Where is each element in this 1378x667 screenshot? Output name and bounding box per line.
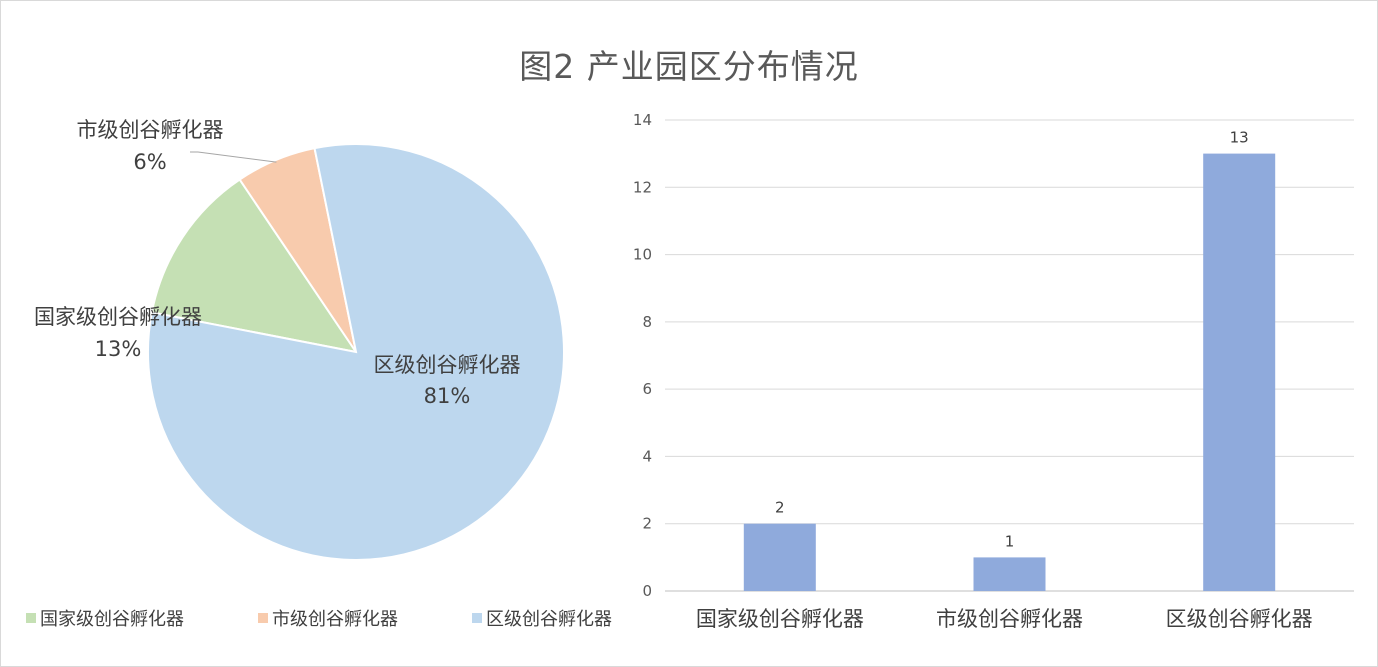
pie-chart: 国家级创谷孵化器 13% 市级创谷孵化器 6% 区级创谷孵化器 81% [34,118,565,561]
y-tick-label: 2 [642,515,652,533]
pie-slice-label: 区级创谷孵化器 [374,353,521,377]
y-tick-label: 6 [642,380,652,398]
bar-data-label: 2 [775,499,785,517]
x-category-label: 市级创谷孵化器 [936,607,1083,631]
bar-chart: 0 2 4 6 8 10 12 14 2 国家级创谷孵化器 1 市级创谷孵化器 13 区级创谷孵化器 [633,111,1354,631]
y-tick-label: 0 [642,582,652,600]
bar [743,523,816,591]
legend-swatch [258,613,268,623]
pie-slice-percent: 6% [133,150,166,174]
pie-leader-line [190,151,277,163]
pie-slice-label: 市级创谷孵化器 [77,118,224,142]
y-tick-label: 12 [633,178,652,196]
pie-slice [147,143,565,561]
legend-label: 区级创谷孵化器 [486,609,612,630]
y-tick-label: 4 [642,447,652,465]
bar-data-label: 13 [1230,129,1249,147]
bar [1203,153,1276,591]
x-category-label: 区级创谷孵化器 [1166,607,1313,631]
bar [973,557,1046,591]
y-tick-label: 8 [642,313,652,331]
pie-legend: 国家级创谷孵化器 市级创谷孵化器 区级创谷孵化器 [26,609,612,630]
bar-data-label: 1 [1005,532,1015,550]
legend-label: 国家级创谷孵化器 [40,609,184,630]
x-category-label: 国家级创谷孵化器 [696,607,864,631]
pie-slice [150,178,359,354]
pie-slice-label: 国家级创谷孵化器 [34,305,202,329]
legend-label: 市级创谷孵化器 [272,609,398,630]
legend-swatch [26,613,36,623]
pie-slice-percent: 81% [424,384,471,408]
chart-title: 图2 产业园区分布情况 [519,47,859,86]
legend-swatch [472,613,482,623]
pie-slice-percent: 13% [95,337,142,361]
y-tick-label: 10 [633,246,652,264]
y-tick-label: 14 [633,111,652,129]
